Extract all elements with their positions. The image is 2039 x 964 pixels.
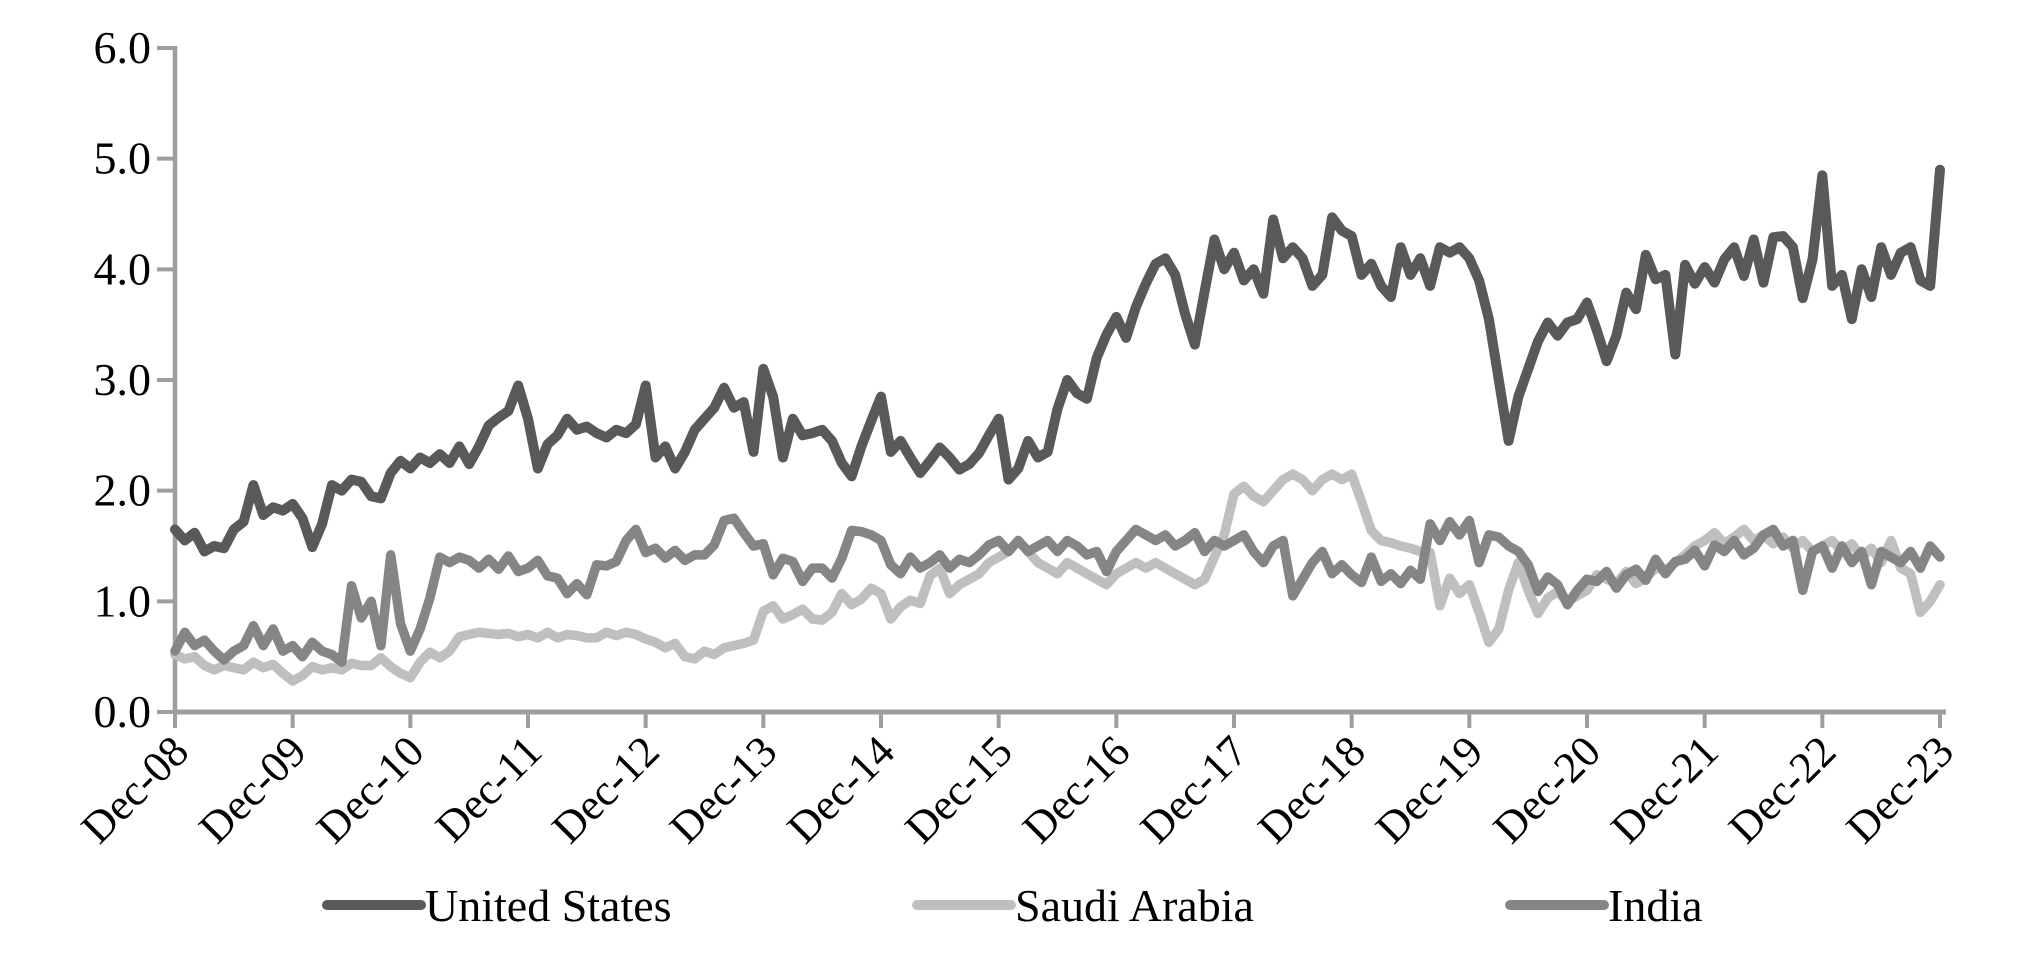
- india-line: [170, 513, 1945, 667]
- y-axis-label: 4.0: [94, 243, 152, 294]
- x-axis-label: Dec-23: [1837, 726, 1963, 852]
- y-axis-label: 6.0: [94, 22, 152, 73]
- legend-label-saudi-arabia: Saudi Arabia: [1015, 880, 1254, 931]
- y-axis-label: 5.0: [94, 133, 152, 184]
- x-axis-label: Dec-15: [896, 726, 1022, 852]
- x-axis-label: Dec-19: [1366, 726, 1492, 852]
- x-axis-label: Dec-22: [1719, 726, 1845, 852]
- x-axis-label: Dec-10: [307, 726, 433, 852]
- y-axis-label: 2.0: [94, 465, 152, 516]
- x-axis-label: Dec-12: [543, 726, 669, 852]
- x-axis-label: Dec-11: [426, 726, 551, 851]
- y-axis-label: 3.0: [94, 354, 152, 405]
- x-axis-label: Dec-08: [72, 726, 198, 852]
- legend-label-india: India: [1608, 880, 1703, 931]
- x-axis-label: Dec-20: [1484, 726, 1610, 852]
- united-states-line: [170, 164, 1945, 557]
- x-axis-label: Dec-13: [660, 726, 786, 852]
- y-axis-label: 1.0: [94, 575, 152, 626]
- saudi-arabia-line: [170, 469, 1945, 686]
- x-axis-label: Dec-16: [1013, 726, 1139, 852]
- x-axis-label: Dec-14: [778, 726, 904, 852]
- legend-label-united-states: United States: [425, 880, 672, 931]
- x-axis-label: Dec-09: [190, 726, 316, 852]
- x-axis-label: Dec-17: [1131, 726, 1257, 852]
- y-axis-label: 0.0: [94, 686, 152, 737]
- x-axis-label: Dec-21: [1602, 726, 1728, 852]
- x-axis-label: Dec-18: [1249, 726, 1375, 852]
